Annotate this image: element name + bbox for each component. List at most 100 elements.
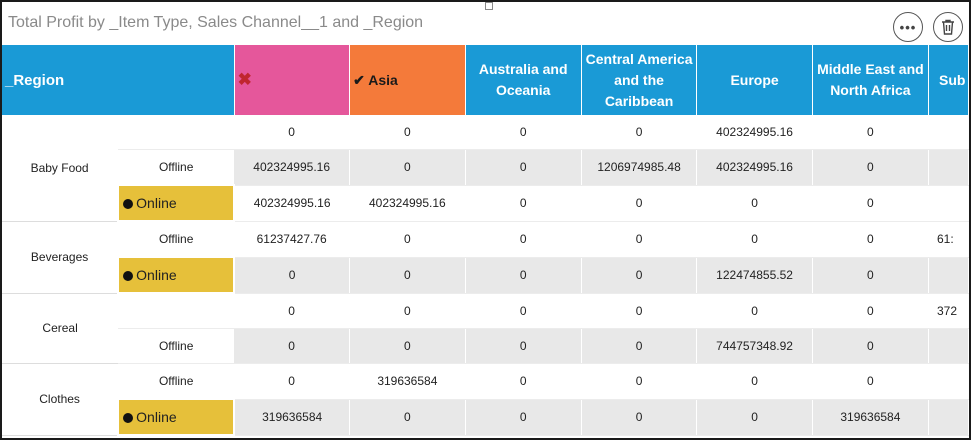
value-cell: 319636584 [234, 399, 351, 436]
value-cell: 0 [581, 115, 698, 150]
value-cell: 0 [581, 328, 698, 364]
value-cell [928, 185, 969, 222]
value-cell: 122474855.52 [696, 257, 813, 294]
value-cell: 0 [812, 293, 929, 329]
value-cell: 402324995.16 [234, 149, 351, 186]
value-cell [928, 149, 969, 186]
column-header-australia-oceania[interactable]: Australia and Oceania [465, 45, 582, 115]
value-cell: 0 [234, 363, 351, 400]
column-header-europe[interactable]: Europe [696, 45, 813, 115]
value-cell: 0 [581, 363, 698, 400]
channel-cell [118, 115, 235, 150]
value-cell: 319636584 [812, 399, 929, 436]
more-options-button[interactable]: ••• [893, 12, 923, 42]
value-cell [928, 115, 969, 150]
value-cell: 0 [465, 115, 582, 150]
channel-cell-online[interactable]: Online [117, 398, 236, 436]
table-row: Cereal 0 0 0 0 0 0 372 [2, 293, 969, 364]
value-cell [928, 257, 969, 294]
value-cell: 0 [812, 185, 929, 222]
channel-cell[interactable]: Offline [118, 149, 235, 186]
dot-icon [123, 199, 134, 209]
column-header-central-america[interactable]: Central America and the Caribbean [581, 45, 698, 115]
value-cell: 0 [812, 328, 929, 364]
value-cell: 0 [234, 328, 351, 364]
value-cell: 0 [696, 363, 813, 400]
channel-cell[interactable]: Offline [118, 221, 235, 258]
channel-cell-online[interactable]: Online [117, 256, 236, 294]
value-cell: 0 [581, 399, 698, 436]
value-cell: 402324995.16 [696, 149, 813, 186]
channel-cell[interactable]: Offline [118, 328, 235, 364]
value-cell: 0 [465, 399, 582, 436]
pivot-table: _Region ✖ ✔ Asia Australia and Oceania C… [2, 45, 969, 436]
table-row: Clothes Offline 0 319636584 0 0 0 0 [2, 363, 969, 436]
value-cell: 402324995.16 [696, 115, 813, 150]
value-cell: 0 [465, 149, 582, 186]
value-cell: 0 [349, 115, 466, 150]
value-cell: 61237427.76 [234, 221, 351, 258]
widget-title: Total Profit by _Item Type, Sales Channe… [8, 14, 424, 31]
table-row: Offline 402324995.16 0 0 1206974985.48 4… [2, 149, 969, 186]
value-cell: 0 [581, 293, 698, 329]
region-header[interactable]: _Region [2, 45, 235, 115]
value-cell: 0 [696, 221, 813, 258]
table-row: Online 319636584 0 0 0 0 319636584 [2, 398, 969, 436]
item-type-cell[interactable]: Baby Food [2, 115, 119, 222]
value-cell: 0 [349, 293, 466, 329]
item-type-cell[interactable]: Clothes [2, 363, 119, 436]
value-cell: 0 [812, 221, 929, 258]
value-cell: 0 [581, 221, 698, 258]
value-cell: 0 [465, 328, 582, 364]
resize-handle[interactable] [485, 2, 493, 10]
value-cell: 319636584 [349, 363, 466, 400]
value-cell: 0 [349, 399, 466, 436]
value-cell: 0 [349, 149, 466, 186]
value-cell: 0 [812, 363, 929, 400]
value-cell: 61: [928, 221, 969, 258]
column-header-asia[interactable]: ✔ Asia [349, 45, 466, 115]
table-row: Online 402324995.16 402324995.16 0 0 0 0 [2, 184, 969, 222]
excluded-icon: ✖ [237, 70, 252, 89]
value-cell: 0 [234, 293, 351, 329]
item-type-cell[interactable]: Beverages [2, 221, 119, 294]
value-cell: 0 [465, 221, 582, 258]
value-cell: 372 [928, 293, 969, 329]
channel-cell[interactable]: Offline [118, 363, 235, 400]
channel-label: Online [136, 267, 177, 283]
value-cell: 402324995.16 [234, 185, 351, 222]
value-cell: 1206974985.48 [581, 149, 698, 186]
value-cell: 0 [465, 185, 582, 222]
value-cell: 0 [696, 399, 813, 436]
table-row: Online 0 0 0 0 122474855.52 0 [2, 256, 969, 294]
value-cell [928, 328, 969, 364]
value-cell: 0 [465, 293, 582, 329]
column-header-excluded[interactable]: ✖ [234, 45, 351, 115]
column-header-sub-saharan[interactable]: Sub [928, 45, 969, 115]
value-cell [928, 399, 969, 436]
channel-label: Online [136, 195, 177, 211]
value-cell: 402324995.16 [349, 185, 466, 222]
table-row: Beverages Offline 61237427.76 0 0 0 0 0 … [2, 221, 969, 294]
value-cell [928, 363, 969, 400]
more-icon: ••• [899, 19, 917, 35]
column-header-row: _Region ✖ ✔ Asia Australia and Oceania C… [2, 45, 969, 115]
value-cell: 0 [465, 363, 582, 400]
table-row: Baby Food 0 0 0 0 402324995.16 0 [2, 115, 969, 222]
channel-cell [118, 293, 235, 329]
value-cell: 0 [696, 185, 813, 222]
value-cell: 0 [349, 221, 466, 258]
dot-icon [123, 413, 134, 423]
channel-cell-online[interactable]: Online [117, 184, 236, 222]
column-header-middle-east[interactable]: Middle East and North Africa [812, 45, 929, 115]
table-row: Offline 0 0 0 0 744757348.92 0 [2, 328, 969, 364]
value-cell: 0 [465, 257, 582, 294]
delete-button[interactable] [933, 12, 963, 42]
trash-icon [942, 19, 954, 35]
value-cell: 0 [812, 257, 929, 294]
value-cell: 0 [581, 185, 698, 222]
item-type-cell[interactable]: Cereal [2, 293, 119, 364]
dot-icon [123, 271, 134, 281]
value-cell: 0 [234, 115, 351, 150]
